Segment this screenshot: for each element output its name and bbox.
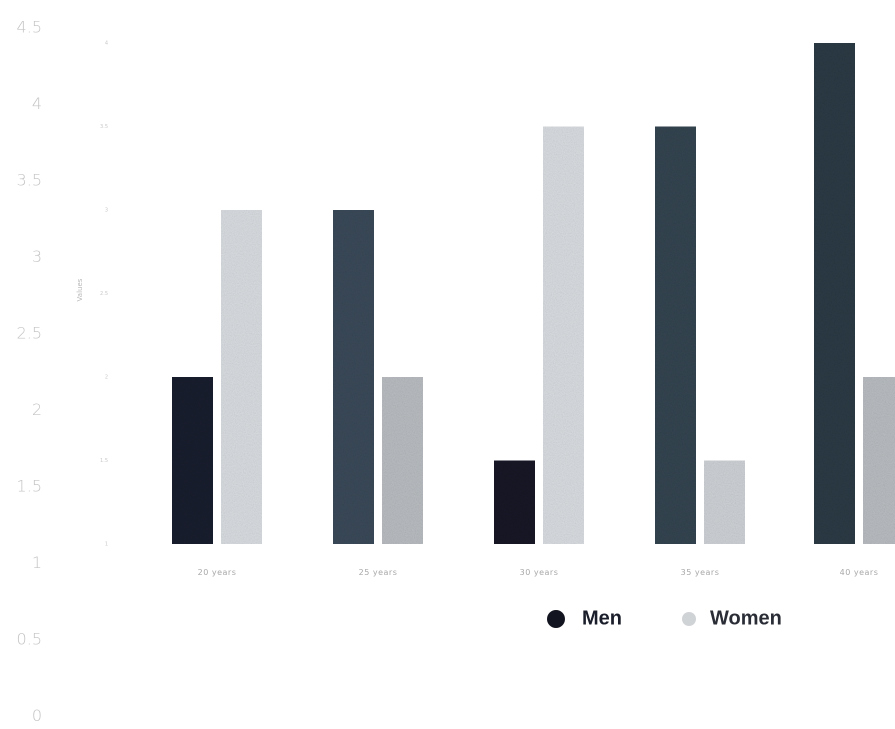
outer-y-tick-label: 0: [32, 706, 42, 725]
legend-marker-men: [547, 610, 565, 628]
bar-group: [172, 43, 895, 544]
bar-women-4: [704, 460, 745, 544]
legend-label-men: Men: [582, 607, 622, 629]
bar-men-3: [494, 460, 535, 544]
bar-men-2: [333, 210, 374, 544]
outer-y-tick-label: 3: [32, 247, 42, 266]
bar-women-2: [382, 377, 423, 544]
outer-y-axis: 4.5 4 3.5 3 2.5 2 1.5 1 0.5 0: [17, 18, 42, 726]
outer-y-tick-label: 1: [32, 553, 42, 572]
x-axis-category-labels: 20 years 25 years 30 years 35 years 40 years: [198, 568, 879, 577]
bar-men-4: [655, 126, 696, 544]
outer-y-tick-label: 1.5: [17, 477, 42, 496]
outer-y-tick-label: 3.5: [17, 171, 42, 190]
outer-y-tick-label: 4: [32, 94, 42, 113]
outer-y-tick-label: 2: [32, 400, 42, 419]
x-category-label: 35 years: [681, 568, 720, 577]
y-axis-label: Values: [76, 278, 84, 301]
bar-men-1: [172, 377, 213, 544]
legend-label-women: Women: [710, 607, 782, 629]
x-category-label: 25 years: [359, 568, 398, 577]
inner-y-axis: 4 3.5 3 2.5 2 1.5 1: [100, 41, 108, 548]
inner-y-tick-label: 4: [105, 41, 108, 47]
bar-women-3: [543, 126, 584, 544]
x-category-label: 20 years: [198, 568, 237, 577]
bar-women-1: [221, 210, 262, 544]
outer-y-tick-label: 4.5: [17, 18, 42, 37]
inner-y-tick-label: 2.5: [100, 291, 108, 297]
legend: Men Women: [547, 607, 782, 629]
inner-y-tick-label: 1: [105, 542, 108, 548]
inner-y-tick-label: 2: [105, 375, 108, 381]
bar-men-5: [814, 43, 855, 544]
outer-y-tick-label: 0.5: [17, 630, 42, 649]
inner-y-tick-label: 3.5: [100, 124, 108, 130]
bar-women-5: [863, 377, 895, 544]
outer-y-tick-label: 2.5: [17, 324, 42, 343]
legend-marker-women: [682, 612, 696, 626]
x-category-label: 40 years: [840, 568, 879, 577]
inner-y-tick-label: 3: [105, 208, 108, 214]
x-category-label: 30 years: [520, 568, 559, 577]
inner-y-tick-label: 1.5: [100, 458, 108, 464]
